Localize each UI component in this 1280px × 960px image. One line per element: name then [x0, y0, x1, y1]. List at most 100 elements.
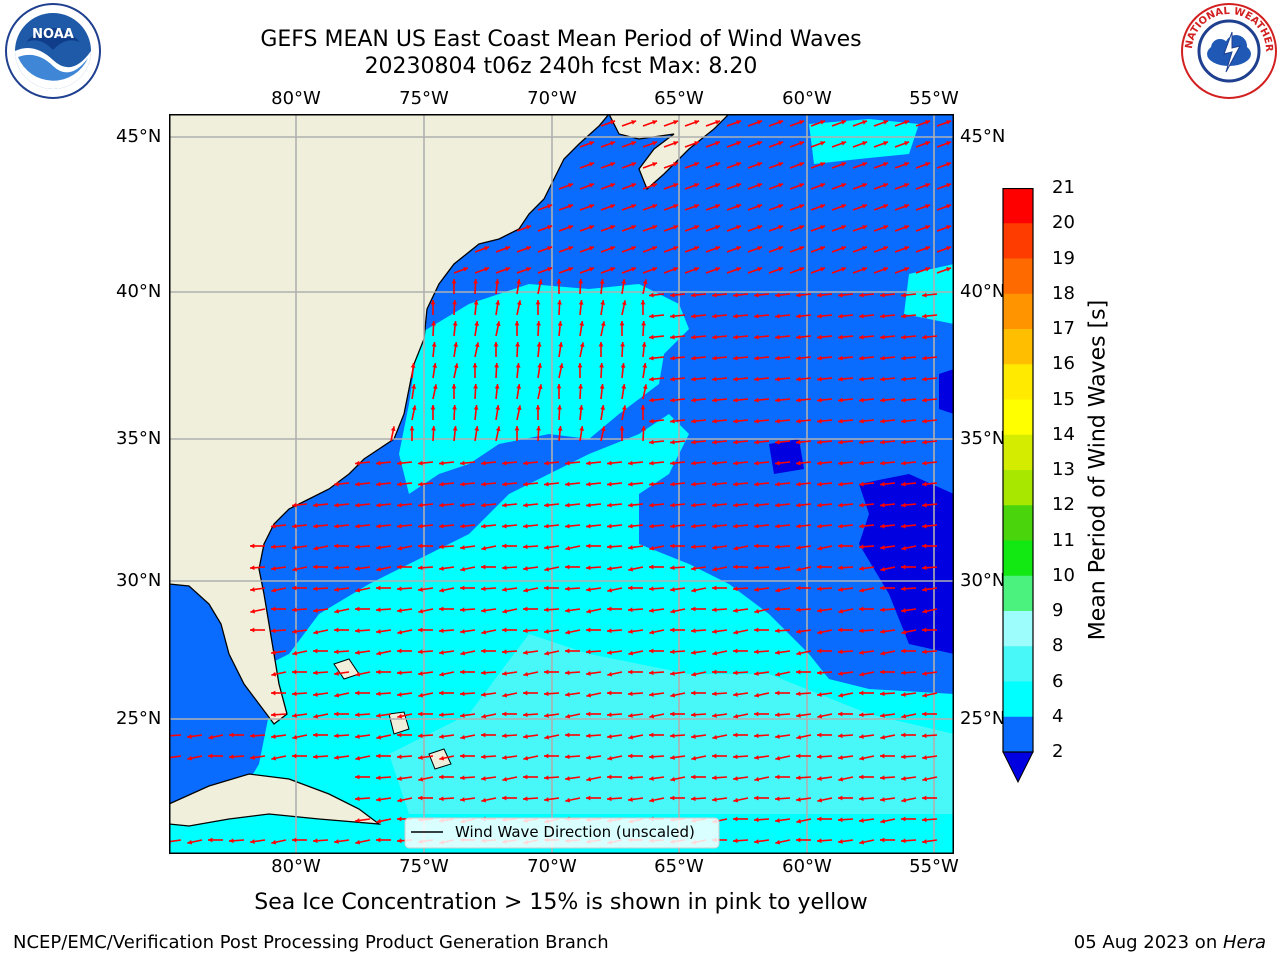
direction-arrow-head: [838, 481, 843, 487]
direction-arrow-head: [922, 376, 927, 382]
direction-arrow-head: [817, 838, 822, 844]
direction-arrow-head: [544, 460, 549, 466]
direction-arrow-head: [565, 460, 570, 466]
direction-arrow-head: [922, 397, 927, 403]
direction-arrow-head: [904, 183, 910, 188]
direction-arrow-head: [187, 839, 193, 845]
direction-arrow-head: [452, 300, 457, 305]
direction-arrow-head: [775, 439, 780, 445]
direction-arrow-head: [691, 671, 697, 677]
direction-arrow-head: [901, 418, 906, 424]
direction-arrow-head: [502, 649, 507, 655]
direction-arrow-head: [600, 300, 606, 305]
direction-arrow-head: [733, 670, 738, 676]
direction-arrow-head: [736, 120, 742, 125]
direction-arrow-head: [859, 460, 864, 466]
direction-arrow-head: [544, 797, 549, 802]
direction-arrow-head: [838, 776, 844, 782]
direction-arrow-head: [397, 670, 402, 676]
direction-arrow-head: [397, 564, 402, 570]
direction-arrow-head: [736, 141, 742, 146]
direction-arrow-head: [579, 426, 585, 431]
direction-arrow-head: [754, 755, 759, 760]
direction-arrow-head: [649, 355, 654, 361]
direction-arrow-head: [355, 502, 360, 508]
direction-arrow-head: [652, 141, 658, 146]
direction-arrow-head: [523, 796, 528, 802]
colorbar-tick-label: 15: [1052, 388, 1075, 410]
direction-arrow-head: [397, 648, 402, 654]
direction-arrow-head: [607, 628, 612, 634]
direction-arrow-head: [607, 481, 612, 487]
direction-arrow-head: [544, 691, 549, 697]
direction-arrow-head: [691, 460, 696, 466]
lon-label-bottom: 60°W: [782, 856, 832, 877]
direction-arrow-head: [376, 818, 382, 824]
period-zone-under-2: [769, 439, 804, 474]
direction-arrow-head: [754, 481, 759, 487]
direction-arrow-head: [859, 818, 864, 823]
chart-title: GEFS MEAN US East Coast Mean Period of W…: [260, 27, 862, 52]
direction-arrow-head: [796, 292, 801, 298]
direction-arrow-head: [313, 732, 318, 738]
direction-arrow-head: [820, 183, 826, 188]
direction-arrow-head: [418, 481, 423, 487]
direction-arrow-head: [313, 608, 318, 613]
direction-arrow-head: [736, 225, 742, 230]
direction-arrow-head: [607, 587, 613, 593]
direction-arrow-head: [841, 183, 847, 188]
direction-arrow-head: [922, 334, 927, 340]
direction-arrow-head: [817, 376, 822, 382]
direction-arrow-head: [544, 775, 549, 781]
direction-arrow-head: [841, 246, 847, 251]
direction-arrow-head: [474, 321, 480, 326]
direction-arrow-head: [187, 734, 192, 739]
direction-arrow-head: [901, 670, 906, 676]
direction-arrow-head: [271, 650, 276, 655]
direction-arrow-head: [820, 204, 826, 209]
direction-arrow-head: [754, 692, 760, 698]
lat-label-left: 35°N: [116, 428, 162, 449]
direction-arrow-head: [691, 650, 696, 655]
direction-arrow-head: [187, 755, 193, 761]
direction-arrow-head: [494, 363, 499, 368]
direction-arrow-head: [439, 481, 444, 487]
direction-arrow-head: [880, 837, 885, 843]
direction-arrow-head: [558, 342, 564, 347]
direction-arrow-head: [565, 608, 570, 613]
direction-arrow-head: [775, 376, 780, 382]
direction-arrow-head: [523, 671, 529, 677]
chart-subtitle: 20230804 t06z 240h fcst Max: 8.20: [364, 54, 758, 79]
colorbar-segment: [1003, 258, 1033, 295]
direction-arrow-head: [775, 334, 780, 340]
direction-arrow-head: [922, 649, 927, 655]
direction-arrow-head: [817, 608, 822, 613]
direction-arrow-head: [565, 713, 571, 719]
direction-arrow-head: [922, 481, 927, 487]
direction-arrow-head: [922, 839, 927, 844]
direction-arrow-head: [796, 753, 801, 759]
direction-arrow-head: [460, 481, 465, 487]
lon-label-top: 65°W: [654, 88, 704, 109]
direction-arrow-head: [670, 523, 675, 529]
direction-arrow-head: [439, 712, 444, 718]
direction-arrow-head: [796, 797, 801, 802]
direction-arrow-head: [775, 734, 780, 739]
direction-arrow-head: [859, 418, 864, 424]
direction-arrow-head: [670, 608, 676, 614]
colorbar-segment: [1003, 329, 1033, 365]
direction-arrow-head: [610, 267, 616, 272]
direction-arrow-head: [628, 713, 633, 718]
direction-arrow-head: [621, 279, 627, 284]
direction-arrow-head: [544, 523, 549, 529]
direction-arrow-head: [817, 648, 822, 654]
wave-period-map: Wind Wave Direction (unscaled): [169, 114, 954, 854]
direction-arrow-head: [631, 204, 637, 209]
direction-arrow-head: [691, 502, 696, 508]
direction-arrow-head: [292, 734, 298, 740]
direction-arrow-head: [775, 606, 780, 612]
direction-arrow-head: [880, 334, 885, 340]
colorbar-segment: [1003, 364, 1033, 400]
direction-arrow-head: [880, 629, 885, 634]
direction-arrow-head: [481, 629, 487, 635]
